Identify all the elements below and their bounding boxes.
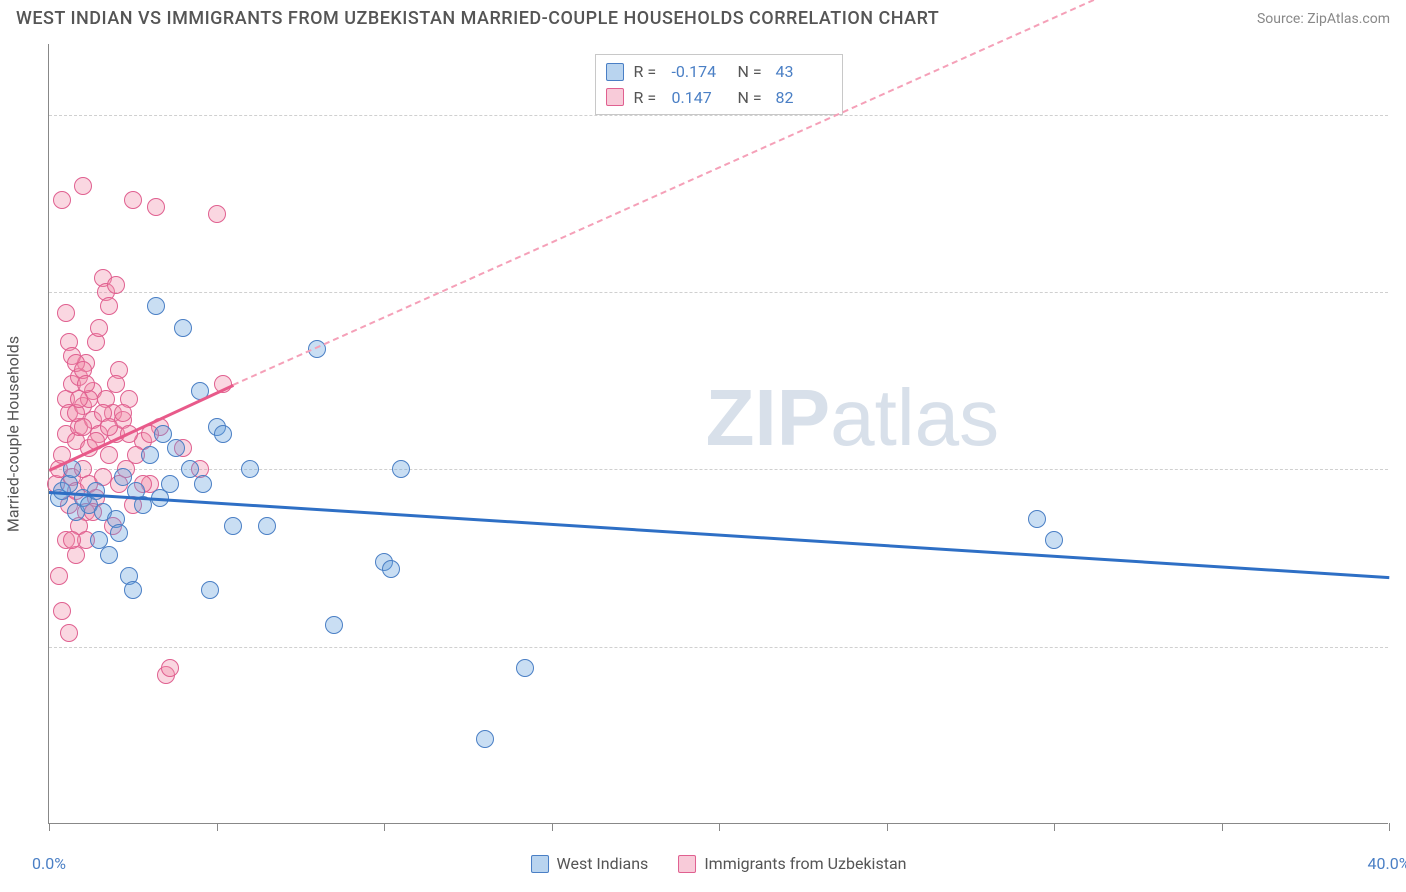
stats-row: R = -0.174 N = 43 — [606, 59, 832, 85]
data-point-pink — [57, 304, 75, 322]
data-point-blue — [214, 425, 232, 443]
legend-label: Immigrants from Uzbekistan — [704, 854, 906, 873]
gridline — [49, 292, 1388, 293]
stat-label-n: N = — [738, 59, 766, 85]
x-tick — [552, 823, 553, 831]
data-point-blue — [90, 531, 108, 549]
data-point-blue — [258, 517, 276, 535]
swatch-pink — [606, 88, 624, 106]
data-point-pink — [77, 375, 95, 393]
data-point-pink — [74, 418, 92, 436]
data-point-blue — [114, 468, 132, 486]
y-axis-title: Married-couple Households — [4, 335, 23, 531]
legend-item: West Indians — [531, 854, 649, 873]
x-tick — [887, 823, 888, 831]
swatch-pink — [678, 855, 696, 873]
legend-item: Immigrants from Uzbekistan — [678, 854, 906, 873]
data-point-blue — [141, 446, 159, 464]
data-point-pink — [100, 297, 118, 315]
data-point-blue — [325, 616, 343, 634]
x-tick — [1222, 823, 1223, 831]
data-point-pink — [124, 191, 142, 209]
data-point-pink — [53, 191, 71, 209]
data-point-blue — [1028, 510, 1046, 528]
x-tick — [1389, 823, 1390, 831]
legend-label: West Indians — [557, 854, 649, 873]
data-point-blue — [174, 319, 192, 337]
x-tick — [1054, 823, 1055, 831]
chart-title: WEST INDIAN VS IMMIGRANTS FROM UZBEKISTA… — [16, 8, 939, 29]
data-point-pink — [208, 205, 226, 223]
stat-label-r: R = — [634, 85, 662, 111]
data-point-blue — [1045, 531, 1063, 549]
stats-box: R = -0.174 N = 43 R = 0.147 N = 82 — [595, 54, 843, 115]
y-tick-label: 50.0% — [1398, 460, 1406, 479]
stat-value-r: -0.174 — [672, 59, 728, 85]
x-tick — [217, 823, 218, 831]
stat-value-r: 0.147 — [672, 85, 728, 111]
data-point-blue — [516, 659, 534, 677]
data-point-blue — [392, 460, 410, 478]
data-point-pink — [100, 446, 118, 464]
data-point-pink — [147, 198, 165, 216]
plot-area: Married-couple Households ZIPatlas R = -… — [48, 44, 1388, 824]
x-tick-label: 40.0% — [1368, 854, 1406, 873]
data-point-pink — [74, 177, 92, 195]
stat-value-n: 82 — [776, 85, 832, 111]
data-point-blue — [167, 439, 185, 457]
stats-row: R = 0.147 N = 82 — [606, 85, 832, 111]
data-point-blue — [201, 581, 219, 599]
data-point-pink — [63, 531, 81, 549]
watermark-rest: atlas — [830, 373, 999, 462]
data-point-pink — [107, 276, 125, 294]
data-point-blue — [476, 730, 494, 748]
watermark-bold: ZIP — [706, 373, 830, 462]
gridline — [49, 647, 1388, 648]
data-point-blue — [87, 482, 105, 500]
x-tick — [49, 823, 50, 831]
x-tick — [384, 823, 385, 831]
stat-value-n: 43 — [776, 59, 832, 85]
data-point-blue — [154, 425, 172, 443]
x-tick — [719, 823, 720, 831]
bottom-legend: West Indians Immigrants from Uzbekistan — [531, 854, 907, 873]
data-point-blue — [110, 524, 128, 542]
x-tick-label: 0.0% — [32, 854, 66, 873]
chart-container: Married-couple Households ZIPatlas R = -… — [48, 44, 1388, 824]
data-point-blue — [224, 517, 242, 535]
data-point-pink — [161, 659, 179, 677]
trendline-blue — [49, 491, 1389, 579]
stat-label-r: R = — [634, 59, 662, 85]
swatch-blue — [531, 855, 549, 873]
data-point-pink — [53, 602, 71, 620]
y-tick-label: 100.0% — [1398, 105, 1406, 124]
data-point-pink — [60, 624, 78, 642]
watermark: ZIPatlas — [706, 372, 999, 464]
gridline — [49, 115, 1388, 116]
data-point-blue — [147, 297, 165, 315]
data-point-pink — [90, 319, 108, 337]
y-tick-label: 25.0% — [1398, 637, 1406, 656]
data-point-blue — [382, 560, 400, 578]
data-point-pink — [107, 375, 125, 393]
swatch-blue — [606, 63, 624, 81]
stat-label-n: N = — [738, 85, 766, 111]
data-point-blue — [241, 460, 259, 478]
y-tick-label: 75.0% — [1398, 283, 1406, 302]
data-point-pink — [50, 567, 68, 585]
chart-source: Source: ZipAtlas.com — [1257, 11, 1390, 27]
data-point-blue — [124, 581, 142, 599]
data-point-blue — [194, 475, 212, 493]
data-point-pink — [114, 404, 132, 422]
data-point-pink — [100, 418, 118, 436]
data-point-blue — [181, 460, 199, 478]
